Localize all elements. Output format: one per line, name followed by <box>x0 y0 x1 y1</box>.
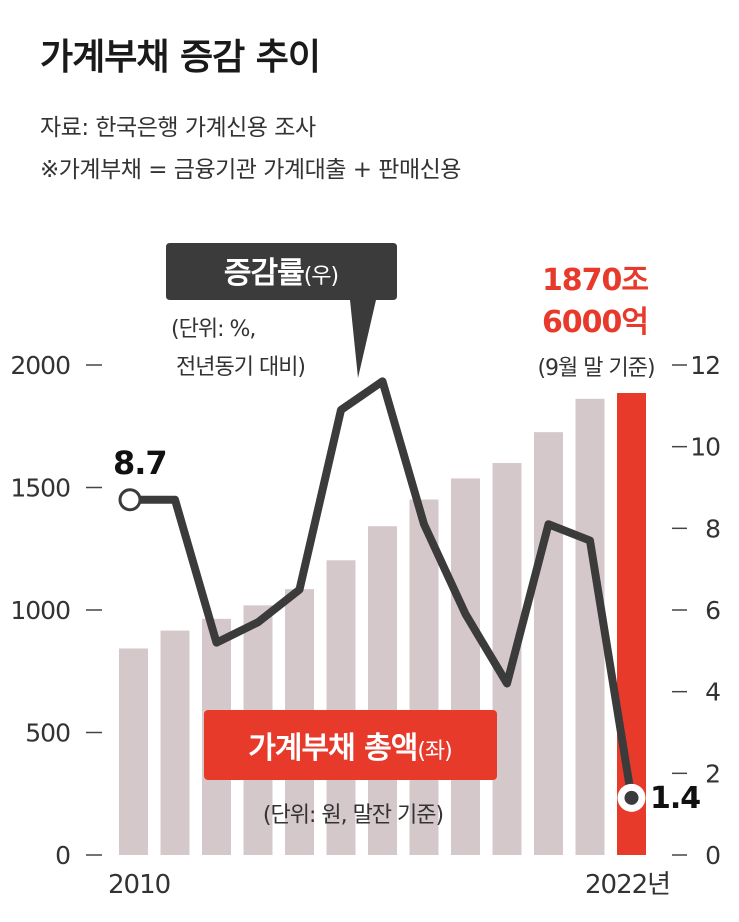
end-value-label: 1.4 <box>650 781 700 816</box>
growth-rate-legend-label: 증감률(우) <box>224 256 338 291</box>
growth-rate-unit-note-1: (단위: %, <box>171 317 255 342</box>
growth-rate-callout-box <box>166 243 397 378</box>
growth-rate-unit-note-2: 전년동기 대비) <box>176 355 305 380</box>
right-tick-label: 4 <box>705 678 720 707</box>
bar-2015 <box>326 560 356 855</box>
right-tick-label: 6 <box>705 596 720 625</box>
left-tick-label: 1000 <box>10 596 70 625</box>
page-title: 가계부채 증감 추이 <box>40 37 321 78</box>
bar-2017 <box>409 499 439 855</box>
total-debt-unit-note: (단위: 원, 말잔 기준) <box>263 803 443 828</box>
start-value-label: 8.7 <box>113 444 167 482</box>
growth-rate-line <box>126 377 636 802</box>
bar-2010 <box>119 648 148 855</box>
total-debt-callout-box <box>204 710 497 780</box>
bar-2018 <box>451 478 480 855</box>
bar-2011 <box>160 630 190 855</box>
total-debt-legend-label: 가계부채 총액(좌) <box>248 731 451 766</box>
x-tick-label-start: 2010 <box>108 870 170 900</box>
source-note: 자료: 한국은행 가계신용 조사 <box>40 115 316 141</box>
bar-2020 <box>534 432 563 855</box>
final-total-line1: 1870조 <box>542 263 648 298</box>
final-total-line2: 6000억 <box>542 305 648 340</box>
right-tick-label: 10 <box>690 433 720 462</box>
left-tick-label: 500 <box>25 719 70 748</box>
bar-2021 <box>575 398 605 855</box>
left-tick-label: 1500 <box>10 474 70 503</box>
final-basis-note: (9월 말 기준) <box>537 356 654 381</box>
definition-note: ※가계부채 = 금융기관 가계대출 + 판매신용 <box>40 157 461 183</box>
right-tick-label: 8 <box>705 514 720 543</box>
left-tick-label: 0 <box>55 841 70 870</box>
start-point-marker <box>118 488 142 512</box>
bar-2016 <box>368 526 397 855</box>
right-tick-label: 12 <box>690 351 720 380</box>
right-tick-label: 0 <box>705 841 720 870</box>
left-tick-label: 2000 <box>10 351 70 380</box>
x-tick-label-end: 2022년 <box>585 870 670 900</box>
end-point-marker <box>624 790 639 805</box>
right-tick-label: 2 <box>705 759 720 788</box>
